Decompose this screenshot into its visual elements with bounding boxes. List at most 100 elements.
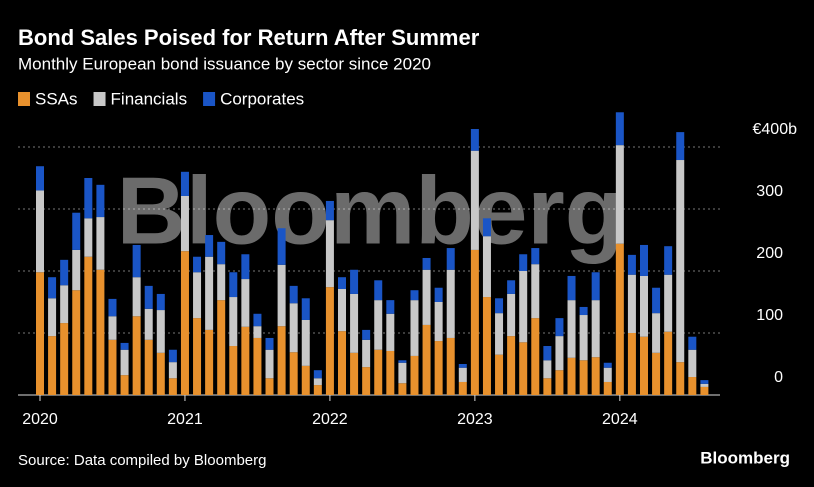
bar-segment [144, 339, 153, 395]
bar-segment [96, 217, 105, 270]
bar-segment [108, 298, 117, 317]
bar-segment [180, 251, 189, 395]
bar-segment [446, 248, 455, 270]
bar-segment [338, 277, 346, 289]
bar-segment [531, 264, 540, 319]
bar-segment [664, 246, 673, 275]
bar-segment [495, 354, 504, 395]
bar-segment [253, 337, 262, 395]
bar-segment [108, 339, 117, 395]
bar-segment [48, 277, 57, 299]
y-tick-label: €400b [753, 121, 798, 138]
y-tick-label: 300 [756, 183, 783, 200]
bar-segment [519, 271, 528, 343]
bar-segment [156, 310, 165, 353]
bar-segment [458, 364, 467, 368]
bar-segment [289, 303, 298, 353]
bar-segment [470, 129, 479, 151]
x-tick-label: 2020 [22, 411, 58, 428]
bar-segment [374, 349, 383, 395]
bar-segment [241, 254, 250, 280]
bar-segment [482, 297, 491, 395]
legend-label: Financials [111, 89, 188, 108]
legend-label: Corporates [220, 89, 304, 108]
bar-segment [386, 300, 395, 314]
bar-segment [579, 306, 588, 316]
bar-segment [458, 381, 467, 395]
bar-segment [132, 277, 141, 317]
bar-segment [422, 257, 431, 270]
bar-segment [217, 241, 226, 265]
bar-segment [144, 285, 153, 309]
bar-segment [543, 378, 552, 395]
x-tick-label: 2024 [602, 411, 638, 428]
bar-segment [422, 324, 431, 395]
bar-segment [555, 336, 564, 371]
bar-segment [338, 331, 346, 395]
bar-segment [350, 269, 359, 294]
bar-segment [193, 318, 202, 395]
bar-segment [700, 380, 709, 384]
y-tick-label: 200 [756, 245, 783, 262]
bar-segment [700, 383, 709, 387]
bar-segment [362, 339, 371, 368]
bar-segment [434, 341, 443, 395]
bar-segment [664, 331, 673, 395]
bar-segment [519, 254, 528, 271]
bar-segment [627, 254, 636, 275]
bar-segment [410, 355, 419, 395]
bar-segment [579, 360, 588, 395]
bar-segment [495, 313, 504, 355]
bar-segment [615, 145, 624, 244]
bar-segment [350, 352, 359, 395]
bar-segment [519, 342, 528, 395]
bar-segment [36, 166, 44, 191]
bar-segment [664, 274, 673, 332]
bar-segment [144, 308, 153, 340]
bar-segment [482, 218, 491, 237]
bar-segment [615, 243, 624, 395]
bar-segment [156, 293, 165, 311]
bar-segment [446, 337, 455, 395]
bar-segment [676, 132, 685, 161]
bar-segment [591, 300, 600, 358]
y-tick-label: 100 [756, 307, 783, 324]
bar-segment [410, 300, 419, 356]
x-tick-label: 2023 [457, 411, 493, 428]
chart-subtitle: Monthly European bond issuance by sector… [18, 54, 431, 73]
bar-segment [229, 272, 238, 298]
bar-segment [434, 287, 443, 302]
bar-segment [567, 357, 576, 395]
bar-segment [446, 269, 455, 338]
bar-segment [591, 272, 600, 301]
bar-segment [627, 333, 636, 395]
bar-segment [48, 298, 57, 337]
bar-segment [217, 264, 226, 301]
bar-segment [180, 171, 189, 196]
bar-segment [205, 235, 214, 257]
bar-segment [132, 316, 141, 395]
bar-segment [72, 212, 81, 250]
bar-segment [555, 370, 564, 395]
bar-segment [84, 218, 93, 257]
bar-segment [301, 319, 310, 366]
source: Source: Data compiled by Bloomberg [18, 452, 266, 469]
bar-segment [132, 244, 141, 278]
bar-segment [482, 236, 491, 298]
bar-segment [277, 228, 286, 265]
bar-segment [591, 357, 600, 395]
bar-segment [531, 248, 540, 265]
bar-segment [543, 346, 552, 361]
legend-swatch [203, 92, 216, 106]
bar-segment [205, 256, 214, 330]
bar-segment [688, 349, 697, 378]
bar-segment [507, 293, 516, 337]
bar-segment [205, 329, 214, 395]
chart-title: Bond Sales Poised for Return After Summe… [18, 25, 480, 50]
bar-segment [265, 337, 274, 350]
bar-segment [362, 367, 371, 395]
bar-segment [676, 362, 685, 395]
bar-segment [434, 302, 443, 342]
bar-segment [60, 259, 69, 286]
